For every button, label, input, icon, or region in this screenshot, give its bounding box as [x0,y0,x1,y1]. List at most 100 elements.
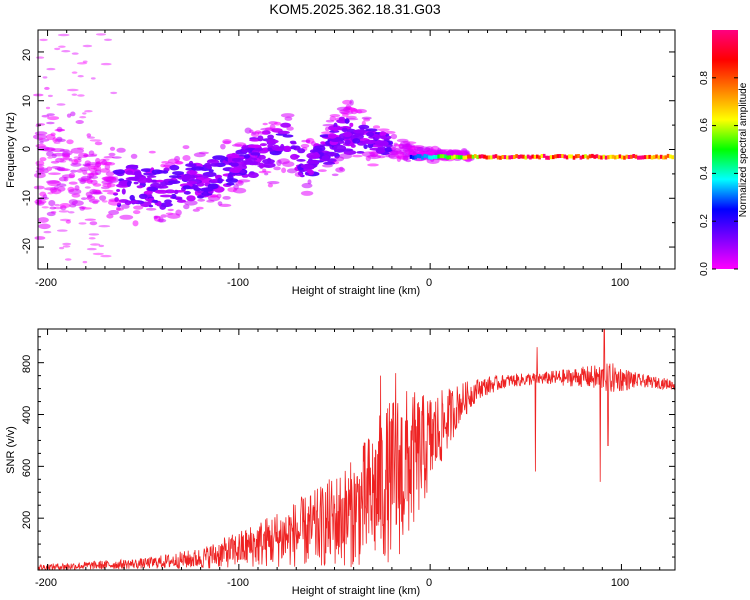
spectrogram-cell [402,148,415,153]
spectrogram-cell [34,131,48,136]
spectrogram-cell [116,207,124,211]
spectrogram-cell [222,196,231,200]
spectrogram-carrier-cell [662,155,665,160]
spectrogram-cell [159,194,173,198]
spectrogram-cell [50,160,60,164]
spectrogram-cell [94,141,103,146]
spectrogram-carrier-cell [666,153,670,158]
spectrogram-cell [66,139,74,145]
spectrogram-cell [88,150,95,156]
spectrogram-carrier-cell [575,154,578,159]
spectrogram-cell [231,162,239,167]
spectrogram-cell [225,178,239,183]
spectrogram-cell [277,130,290,135]
spectrogram-cell [305,139,311,144]
spectrogram-cell [128,200,139,204]
spectrogram-cell [81,197,87,201]
spectrogram-carrier-cell [549,155,553,160]
colorbar-tick-label: 0.0 [699,262,710,276]
spectrogram-carrier-cell [650,155,654,160]
spectrogram-cell [84,186,91,189]
spectrogram-cell [90,77,96,80]
spectrogram-cell [48,172,61,175]
spectrogram-carrier-cell [586,155,590,160]
spectrogram-cell [90,243,101,246]
spectrogram-cell [203,191,208,197]
spectrogram-cell [300,143,310,148]
spectrogram-carrier-cell [584,154,587,159]
spectrogram-cell [247,144,262,148]
spectrogram-cell [260,143,267,147]
spectrogram-cell [79,206,85,211]
spectrogram-carrier-cell [616,155,619,159]
spectrogram-cell [35,169,49,174]
spectrogram-cell [56,183,67,187]
spectrogram-cell [349,122,354,127]
snr-ticks [38,329,675,571]
spectrogram-cell [322,164,333,168]
spectrogram-cell [58,210,70,213]
spectrogram-carrier-cell [460,155,463,160]
spectrogram-cell [127,176,140,181]
spectrogram-carrier-cell [625,154,629,159]
spectrogram-cell [408,152,413,156]
spectrogram-cell [88,175,99,179]
spectrogram-cell [332,144,347,152]
spectrogram-carrier-cell [552,155,555,160]
spectrogram-cell [46,67,56,71]
spectrogram-cell [98,225,111,228]
spectrogram-marks [33,33,674,264]
spectrogram-carrier-cell [510,155,514,160]
spectrogram-cell [33,134,47,140]
spectrogram-cell [182,155,191,161]
spectrogram-carrier-cell [618,154,622,159]
spectrogram-cell [88,237,96,240]
spectrogram-cell [262,122,268,126]
spectrogram-carrier-cell [506,155,509,160]
spectrogram-carrier-cell [455,154,459,159]
spectrogram-cell [76,62,88,65]
spectrogram-cell [218,203,232,207]
spectrogram-cell [43,230,52,234]
spectrogram-cell [362,139,377,145]
spectrogram-cell [59,246,65,250]
spectrogram-cell [206,199,215,203]
spectrogram-cell [90,171,99,176]
spectrogram-carrier-cell [639,155,642,160]
spectrogram-cell [48,200,56,207]
spectrogram-cell [102,158,110,161]
spectrogram-carrier-cell [572,155,576,160]
spectrogram-cell [92,200,99,205]
spectrogram-cell [89,139,102,142]
spectrogram-cell [349,99,354,106]
spectrogram-cell [227,156,233,163]
spectrogram-cell [138,193,148,199]
snr-frame [37,328,676,571]
spectrogram-carrier-cell [600,155,603,160]
spectrogram-cell [60,168,69,171]
spectrogram-cell [186,181,198,185]
spectrogram-cell [100,186,110,190]
spectrogram-carrier-cell [480,154,484,159]
spectrogram-cell [239,169,246,174]
spectrogram-cell [379,131,387,137]
spectrogram-cell [62,245,71,248]
spectrogram-cell [54,47,61,51]
colorbar-tick-label: 0.4 [699,166,710,180]
spectrogram-cell [126,180,132,187]
spec-xtick-label: 0 [426,277,432,289]
spectrogram-cell [196,195,205,199]
spectrogram-cell [118,180,130,187]
spectrogram-cell [273,121,282,126]
spectrogram-cell [35,143,46,148]
spectrogram-cell [73,156,81,159]
spectrogram-cell [243,154,250,159]
spectrogram-cell [133,181,139,185]
spectrogram-cell [133,210,141,215]
spectrogram-cell [146,175,157,178]
spectrogram-cell [62,242,72,246]
spectrogram-cell [47,116,60,121]
spectrogram-cell [89,221,98,226]
spectrogram-cell [82,154,97,157]
spec-xtick-label: -200 [35,277,57,289]
